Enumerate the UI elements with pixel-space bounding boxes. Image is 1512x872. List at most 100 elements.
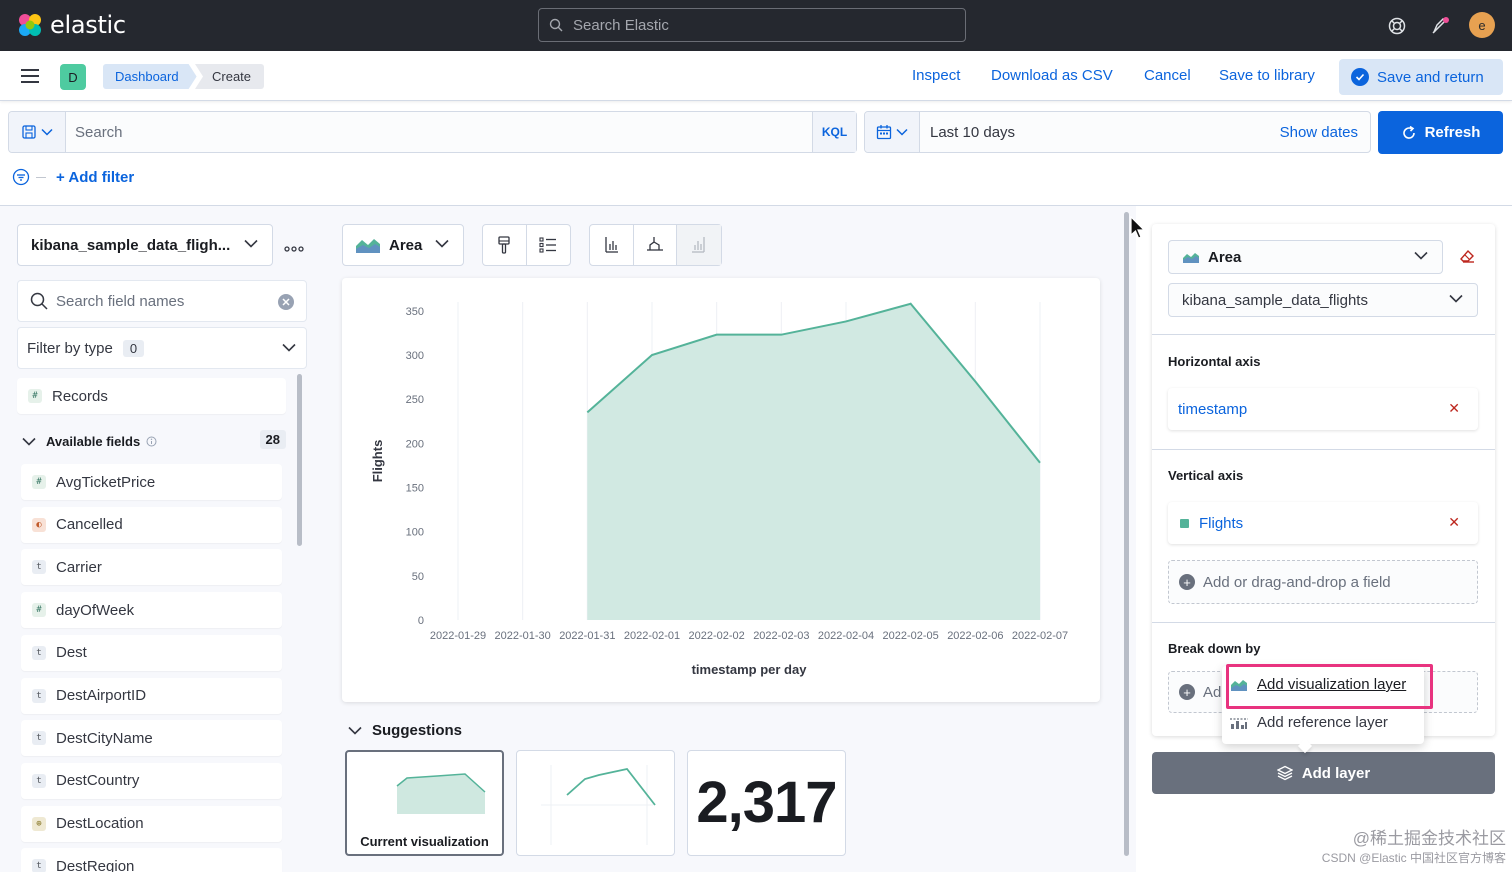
add-breakdown-label: Ad — [1203, 683, 1222, 701]
area-thumbnail — [396, 773, 486, 814]
clear-icon[interactable] — [278, 294, 294, 310]
left-axis-button[interactable] — [590, 225, 634, 265]
field-search-input[interactable] — [56, 292, 266, 310]
visualization-layer-icon — [1231, 679, 1247, 691]
y-tick-label: 50 — [412, 571, 424, 583]
user-avatar[interactable]: e — [1469, 12, 1495, 38]
info-icon[interactable] — [146, 436, 157, 447]
field-item[interactable]: t DestCountry — [21, 762, 282, 799]
remove-icon[interactable]: ✕ — [1448, 514, 1460, 530]
add-layer-button[interactable]: Add layer — [1152, 752, 1495, 794]
field-item[interactable]: t Dest — [21, 634, 282, 671]
help-icon[interactable] — [1384, 13, 1410, 39]
brush-icon — [498, 236, 510, 254]
field-item[interactable]: # dayOfWeek — [21, 592, 282, 629]
add-filter-button[interactable]: + Add filter — [56, 168, 135, 186]
x-tick-label: 2022-02-06 — [947, 630, 1003, 642]
suggestion-line[interactable] — [516, 750, 675, 856]
available-fields-header[interactable]: Available fields 28 — [22, 430, 286, 452]
bottom-axis-button[interactable] — [634, 225, 678, 265]
breakdown-title: Break down by — [1168, 641, 1261, 656]
field-name: Carrier — [56, 558, 102, 576]
inspect-link[interactable]: Inspect — [912, 67, 961, 84]
remove-icon[interactable]: ✕ — [1448, 400, 1460, 416]
chevron-down-icon — [1449, 294, 1463, 303]
top-header: elastic e — [0, 0, 1512, 51]
eraser-icon[interactable] — [1458, 248, 1476, 269]
global-search[interactable] — [538, 8, 966, 42]
area-chart[interactable]: 0 50 100 150 200 250 300 350 2022-01-29 2022-01-3… — [342, 278, 1100, 702]
field-search[interactable] — [17, 280, 307, 322]
breadcrumb-dashboard[interactable]: Dashboard — [103, 64, 197, 89]
filter-icon[interactable] — [12, 168, 30, 186]
chevron-down-icon — [896, 128, 908, 136]
layer-panel: Area kibana_sample_data_flights Horizont… — [1152, 224, 1495, 736]
string-type-icon: t — [32, 560, 46, 575]
time-picker[interactable]: Last 10 days Show dates — [864, 111, 1371, 153]
data-view-picker[interactable]: kibana_sample_data_fligh... — [17, 224, 273, 266]
scrollbar[interactable] — [297, 374, 302, 546]
save-icon — [22, 125, 36, 139]
space-avatar[interactable]: D — [60, 64, 86, 90]
kql-toggle[interactable]: KQL — [812, 112, 856, 152]
field-item[interactable]: t DestAirportID — [21, 677, 282, 714]
add-layer-label: Add layer — [1301, 764, 1371, 782]
news-feed-icon[interactable] — [1427, 13, 1453, 39]
geo-type-icon: ⊕ — [32, 816, 46, 831]
right-axis-icon — [692, 237, 705, 253]
elastic-logo-icon — [19, 14, 41, 36]
global-search-input[interactable] — [573, 16, 953, 34]
saved-query-button[interactable] — [9, 112, 66, 152]
field-name: AvgTicketPrice — [56, 473, 156, 491]
refresh-button[interactable]: Refresh — [1378, 111, 1503, 154]
suggestions-header[interactable]: Suggestions — [348, 722, 462, 739]
string-type-icon: t — [32, 731, 46, 746]
filter-by-type[interactable]: Filter by type 0 — [17, 327, 307, 369]
scrollbar[interactable] — [1124, 212, 1129, 856]
layer-data-view-select[interactable]: kibana_sample_data_flights — [1168, 283, 1478, 317]
add-layer-menu: Add visualization layer Add reference la… — [1222, 666, 1424, 744]
right-axis-button[interactable] — [677, 225, 721, 265]
menu-item-add-visualization-layer[interactable]: Add visualization layer — [1230, 676, 1406, 693]
cancel-link[interactable]: Cancel — [1144, 67, 1191, 84]
menu-item-add-reference-layer[interactable]: Add reference layer — [1230, 714, 1388, 731]
field-name: DestCityName — [56, 729, 153, 747]
elastic-logo[interactable]: elastic — [16, 11, 126, 39]
y-tick-label: 350 — [406, 306, 424, 318]
string-type-icon: t — [32, 645, 46, 660]
legend-button[interactable] — [527, 225, 571, 265]
field-item[interactable]: # AvgTicketPrice — [21, 464, 282, 500]
watermark-line1: @稀土掘金技术社区 — [1352, 829, 1506, 848]
field-item[interactable]: t DestCityName — [21, 720, 282, 757]
add-vertical-field[interactable]: + Add or drag-and-drop a field — [1168, 560, 1478, 604]
vertical-axis-dimension[interactable]: Flights ✕ — [1168, 502, 1478, 544]
field-item[interactable]: ◐ Cancelled — [21, 506, 282, 543]
chevron-down-icon — [282, 343, 296, 352]
y-tick-label: 0 — [418, 615, 424, 627]
suggestion-current[interactable]: Current visualization — [345, 750, 504, 856]
save-and-return-button[interactable]: Save and return — [1339, 59, 1503, 95]
config-panel: Area kibana_sample_data_flights Horizont… — [1136, 206, 1512, 872]
save-to-library-link[interactable]: Save to library — [1219, 67, 1315, 84]
x-tick-label: 2022-02-04 — [818, 630, 874, 642]
menu-icon[interactable] — [20, 67, 40, 85]
field-item[interactable]: t Carrier — [21, 549, 282, 586]
number-type-icon: # — [28, 389, 42, 403]
field-item[interactable]: t DestRegion — [21, 848, 282, 872]
query-input[interactable] — [66, 112, 812, 152]
calendar-icon — [876, 125, 892, 140]
show-dates-link[interactable]: Show dates — [1279, 123, 1358, 141]
quick-menu-button[interactable] — [865, 112, 920, 152]
layer-chart-type-select[interactable]: Area — [1168, 240, 1443, 274]
visual-options-button[interactable] — [483, 225, 527, 265]
suggestion-metric[interactable]: 2,317 — [687, 750, 846, 856]
records-field[interactable]: # Records — [17, 378, 286, 414]
dimension-label: timestamp — [1178, 400, 1248, 418]
horizontal-axis-dimension[interactable]: timestamp ✕ — [1168, 388, 1478, 430]
chart-panel[interactable]: 0 50 100 150 200 250 300 350 2022-01-29 2022-01-3… — [342, 278, 1100, 702]
more-options-icon[interactable] — [284, 240, 304, 258]
check-icon — [1351, 68, 1369, 86]
download-csv-link[interactable]: Download as CSV — [991, 67, 1113, 84]
chart-type-switcher[interactable]: Area — [342, 224, 464, 266]
field-item[interactable]: ⊕ DestLocation — [21, 805, 282, 842]
